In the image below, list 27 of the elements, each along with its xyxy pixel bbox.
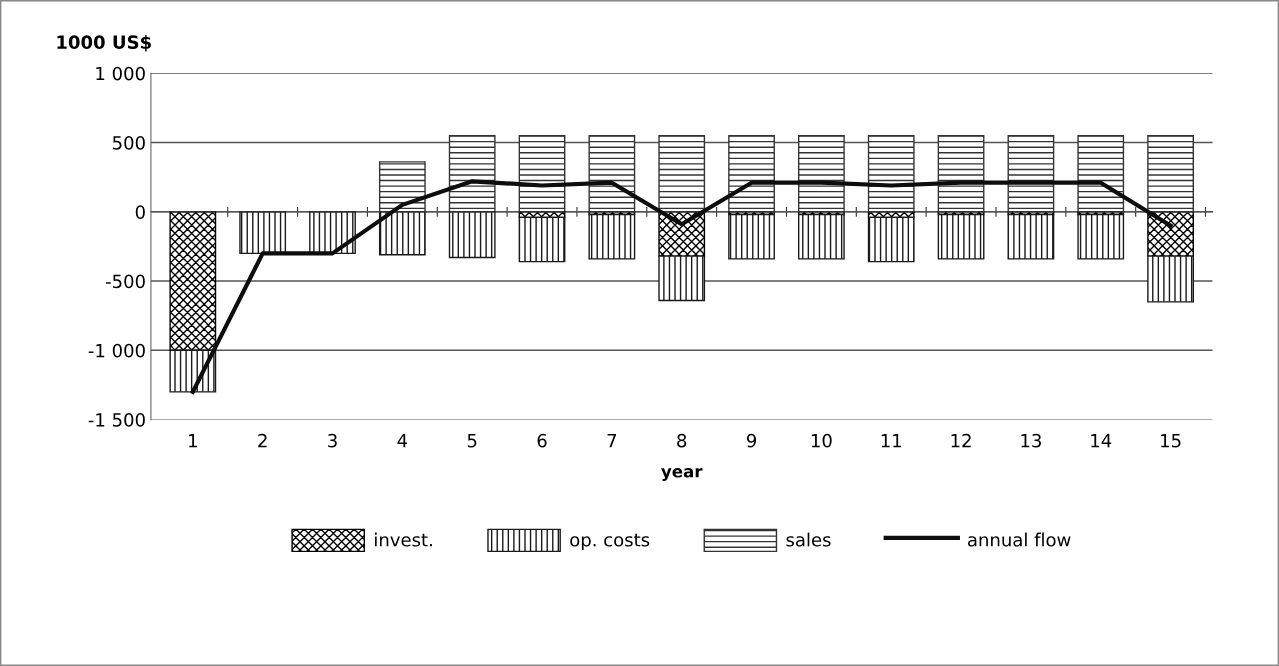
x-tick-label: 10 [811, 433, 832, 448]
x-tick-label: 6 [537, 433, 547, 448]
x-tick-label: 4 [397, 434, 408, 448]
y-tick-label: -500 [105, 274, 145, 289]
y-tick-label: 1 000 [96, 66, 145, 81]
legend-label: annual flow [968, 532, 1071, 547]
x-tick-label: 8 [677, 433, 687, 448]
x-tick-label: 7 [607, 434, 617, 448]
y-tick-label: -1 500 [88, 413, 145, 427]
legend-label: op. costs [570, 533, 650, 551]
x-tick-label: 15 [1161, 434, 1181, 448]
x-tick-label: 13 [1021, 433, 1041, 448]
legend-label: sales [786, 532, 831, 547]
x-tick-label: 3 [328, 433, 337, 448]
x-tick-label: 12 [951, 433, 971, 448]
x-axis-title: year [661, 468, 703, 481]
y-tick-label: 0 [135, 205, 145, 219]
x-tick-label: 9 [746, 433, 757, 448]
x-tick-label: 2 [258, 433, 267, 448]
x-tick-label: 11 [881, 434, 902, 448]
legend-label: invest. [375, 532, 432, 547]
x-tick-label: 14 [1091, 434, 1112, 448]
y-axis-title: 1000 US$ [57, 35, 151, 52]
x-tick-label: 1 [189, 434, 197, 448]
x-tick-label: 5 [467, 434, 477, 448]
y-tick-label: -1 000 [88, 343, 145, 358]
y-tick-label: 500 [112, 135, 145, 150]
